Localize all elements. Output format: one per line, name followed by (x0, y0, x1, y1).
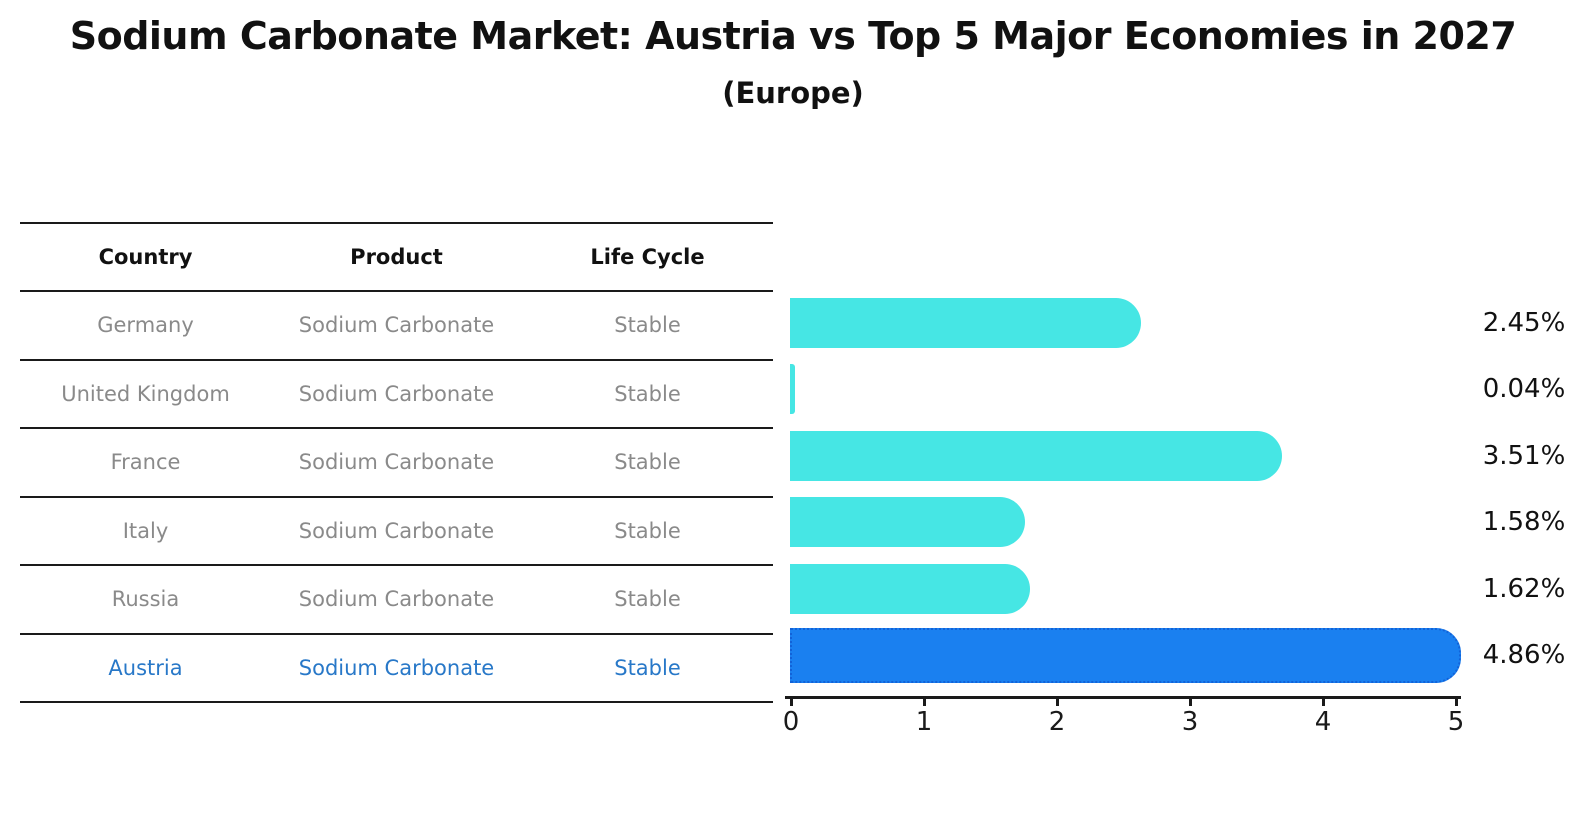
x-axis-line (785, 696, 1461, 699)
chart-title: Sodium Carbonate Market: Austria vs Top … (69, 14, 1517, 58)
x-tick-mark (790, 698, 793, 706)
life-cycle-cell: Stable (614, 450, 681, 475)
x-tick-label: 5 (1447, 707, 1465, 737)
bar-italy (790, 497, 1026, 548)
bar-united-kingdom (790, 364, 796, 415)
table-row-united-kingdom: United Kingdom Sodium Carbonate Stable (20, 361, 773, 429)
table-row-italy: Italy Sodium Carbonate Stable (20, 498, 773, 566)
table-row-austria-highlighted: Austria Sodium Carbonate Stable (20, 635, 773, 703)
country-cell: Italy (122, 518, 169, 543)
x-tick-mark (1189, 698, 1192, 706)
country-cell: United Kingdom (61, 381, 230, 406)
product-cell: Sodium Carbonate (298, 313, 495, 338)
table-row-germany: Germany Sodium Carbonate Stable (20, 292, 773, 361)
bar-austria-highlighted (790, 627, 1462, 683)
life-cycle-cell: Stable (614, 518, 681, 543)
value-label: 0.04% (1482, 374, 1566, 405)
table-row-france: France Sodium Carbonate Stable (20, 429, 773, 498)
life-cycle-cell: Stable (614, 381, 681, 406)
x-tick-mark (923, 698, 926, 706)
product-cell: Sodium Carbonate (298, 450, 495, 475)
chart-subtitle: (Europe) (722, 76, 864, 110)
country-cell: Germany (97, 313, 194, 338)
comparison-table: Country Product Life Cycle Germany Sodiu… (20, 222, 773, 703)
value-label: 4.86% (1482, 640, 1566, 670)
value-label: 1.62% (1482, 573, 1566, 604)
x-tick-label: 2 (1048, 707, 1066, 737)
life-cycle-cell: Stable (614, 655, 681, 680)
table-row-russia: Russia Sodium Carbonate Stable (20, 566, 773, 635)
column-header-life-cycle: Life Cycle (590, 245, 705, 269)
x-tick-label: 3 (1181, 707, 1199, 737)
product-cell: Sodium Carbonate (298, 655, 495, 680)
life-cycle-cell: Stable (614, 587, 681, 612)
bar-germany (790, 298, 1141, 348)
country-cell: Russia (111, 587, 180, 612)
x-tick-label: 4 (1314, 707, 1332, 737)
column-header-country: Country (98, 245, 193, 269)
country-cell: France (110, 450, 181, 475)
x-tick-mark (1056, 698, 1059, 706)
country-cell: Austria (108, 655, 183, 680)
life-cycle-cell: Stable (614, 313, 681, 338)
value-label: 3.51% (1482, 440, 1566, 471)
x-tick-mark (1322, 698, 1325, 706)
x-tick-label: 1 (915, 707, 933, 737)
column-header-product: Product (350, 245, 443, 269)
x-tick-mark (1455, 698, 1458, 706)
product-cell: Sodium Carbonate (298, 587, 495, 612)
bar-france (790, 430, 1282, 481)
product-cell: Sodium Carbonate (298, 518, 495, 543)
value-label: 2.45% (1482, 308, 1566, 338)
value-label: 1.58% (1482, 507, 1566, 538)
product-cell: Sodium Carbonate (298, 381, 495, 406)
x-tick-label: 0 (782, 707, 800, 737)
table-header-row: Country Product Life Cycle (20, 224, 773, 292)
bar-russia (790, 563, 1031, 614)
